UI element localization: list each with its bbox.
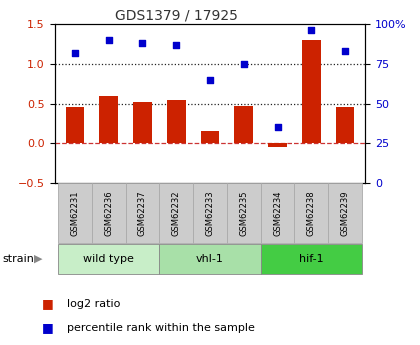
Point bbox=[240, 61, 247, 67]
Point bbox=[139, 40, 146, 46]
Point bbox=[207, 77, 213, 82]
Bar bbox=[66, 107, 84, 143]
Bar bbox=[328, 183, 362, 243]
Bar bbox=[58, 183, 92, 243]
Bar bbox=[261, 183, 294, 243]
Bar bbox=[58, 244, 159, 274]
Text: ■: ■ bbox=[42, 297, 54, 310]
Text: hif-1: hif-1 bbox=[299, 254, 324, 264]
Text: GSM62231: GSM62231 bbox=[71, 190, 79, 236]
Bar bbox=[159, 244, 261, 274]
Bar bbox=[302, 40, 320, 143]
Text: GSM62239: GSM62239 bbox=[341, 190, 349, 236]
Text: percentile rank within the sample: percentile rank within the sample bbox=[67, 323, 255, 333]
Text: GSM62234: GSM62234 bbox=[273, 190, 282, 236]
Point bbox=[308, 28, 315, 33]
Point bbox=[71, 50, 78, 56]
Text: strain: strain bbox=[2, 254, 34, 264]
Bar bbox=[234, 106, 253, 143]
Bar bbox=[100, 96, 118, 143]
Text: vhl-1: vhl-1 bbox=[196, 254, 224, 264]
Text: log2 ratio: log2 ratio bbox=[67, 299, 121, 308]
Text: ▶: ▶ bbox=[34, 254, 43, 264]
Text: GSM62236: GSM62236 bbox=[104, 190, 113, 236]
Text: ■: ■ bbox=[42, 321, 54, 334]
Point bbox=[173, 42, 180, 48]
Bar bbox=[261, 244, 362, 274]
Text: GDS1379 / 17925: GDS1379 / 17925 bbox=[115, 9, 238, 23]
Point bbox=[274, 125, 281, 130]
Bar bbox=[227, 183, 261, 243]
Bar bbox=[126, 183, 159, 243]
Bar bbox=[167, 100, 186, 143]
Bar bbox=[336, 108, 354, 143]
Point bbox=[105, 37, 112, 43]
Text: GSM62238: GSM62238 bbox=[307, 190, 316, 236]
Bar bbox=[133, 102, 152, 143]
Bar bbox=[193, 183, 227, 243]
Bar bbox=[268, 143, 287, 147]
Text: GSM62235: GSM62235 bbox=[239, 190, 248, 236]
Bar bbox=[201, 131, 219, 143]
Text: GSM62237: GSM62237 bbox=[138, 190, 147, 236]
Text: wild type: wild type bbox=[83, 254, 134, 264]
Bar bbox=[92, 183, 126, 243]
Bar bbox=[294, 183, 328, 243]
Text: GSM62233: GSM62233 bbox=[205, 190, 215, 236]
Text: GSM62232: GSM62232 bbox=[172, 190, 181, 236]
Bar bbox=[159, 183, 193, 243]
Point bbox=[342, 48, 349, 54]
